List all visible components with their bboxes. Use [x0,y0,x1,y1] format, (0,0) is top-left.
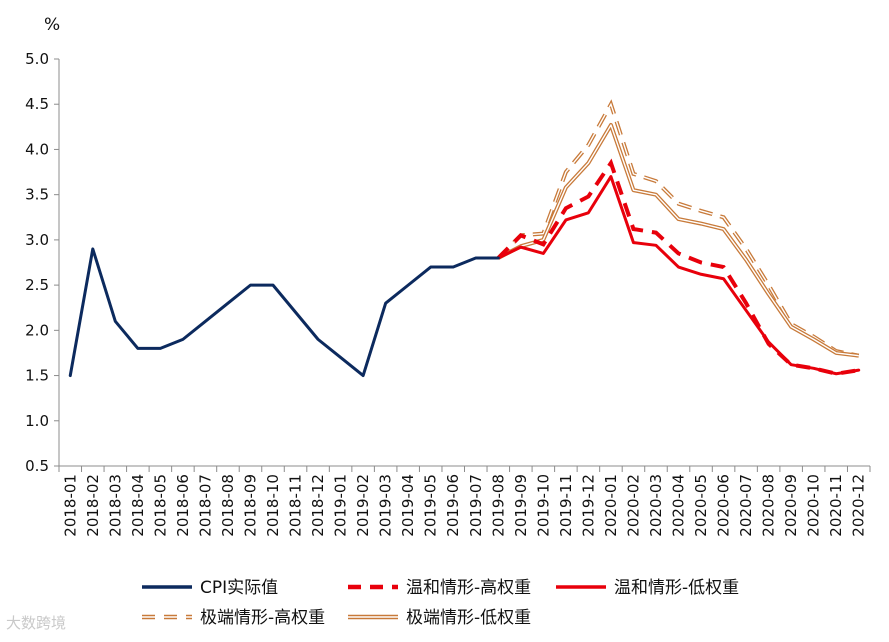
x-tick-label: 2018-02 [84,474,102,537]
x-tick-label: 2018-04 [129,474,147,537]
x-tick-label: 2018-09 [241,474,259,537]
watermark: 大数跨境 [6,614,67,632]
x-tick-label: 2020-07 [737,474,755,537]
axes: 0.5 1.0 1.5 2.0 2.5 3.0 3.5 4.0 4.5 5.0% 2018-01 20… [25,15,871,537]
y-tick-label: 2.0 [25,321,49,339]
series-line-4-inner [497,124,859,357]
x-tick-label: 2020-05 [692,474,710,537]
x-tick-label: 2020-06 [715,474,733,537]
x-tick-label: 2019-05 [422,474,440,537]
x-tick-label: 2018-07 [196,474,214,537]
x-tick-label: 2018-08 [219,474,237,537]
x-tick-label: 2019-06 [444,474,462,537]
x-tick-label: 2020-10 [805,474,823,537]
y-tick-label: 3.0 [25,231,49,249]
x-tick-label: 2018-03 [106,474,124,537]
y-tick-label: 4.5 [25,95,49,113]
x-tick-label: 2018-05 [151,474,169,537]
y-tick-label: 2.5 [25,276,49,294]
legend-label-4: 极端情形-低权重 [406,608,531,628]
legend-label-1: 温和情形-高权重 [406,578,531,598]
legend-label-2: 温和情形-低权重 [614,578,739,598]
x-tick-label: 2019-01 [332,474,350,537]
x-tick-label: 2019-09 [512,474,530,537]
y-tick-label: 0.5 [25,457,49,475]
x-tick-label: 2018-06 [174,474,192,537]
x-tick-label: 2020-04 [670,474,688,537]
x-tick-label: 2019-08 [489,474,507,537]
x-tick-label: 2020-08 [760,474,778,537]
series-line-3-inner [497,102,859,357]
x-tick-label: 2020-02 [624,474,642,537]
x-tick-label: 2019-03 [377,474,395,537]
x-tick-label: 2019-10 [534,474,552,537]
x-tick-label: 2020-11 [827,474,845,537]
x-tick-label: 2018-11 [287,474,305,537]
y-tick-label: 4.0 [25,140,49,158]
series-line-0 [68,247,500,378]
x-tick-label: 2020-03 [647,474,665,537]
legend-label-3: 极端情形-高权重 [200,608,325,628]
y-unit-label: % [44,15,60,35]
x-tick-label: 2019-12 [579,474,597,537]
x-tick-label: 2018-01 [61,474,79,537]
x-tick-label: 2018-12 [309,474,327,537]
x-tick-label: 2020-09 [782,474,800,537]
y-tick-label: 1.0 [25,412,49,430]
x-tick-label: 2019-11 [557,474,575,537]
x-tick-label: 2020-01 [602,474,620,537]
y-tick-label: 5.0 [25,50,49,68]
x-tick-label: 2019-07 [467,474,485,537]
series-line-2 [496,175,861,376]
y-tick-label: 3.5 [25,186,49,204]
x-tick-label: 2020-12 [850,474,868,537]
plot-area [68,99,861,378]
y-tick-label: 1.5 [25,367,49,385]
x-tick-label: 2019-02 [354,474,372,537]
legend-label-0: CPI实际值 [200,578,278,598]
x-tick-label: 2019-04 [399,474,417,537]
x-tick-label: 2018-10 [264,474,282,537]
